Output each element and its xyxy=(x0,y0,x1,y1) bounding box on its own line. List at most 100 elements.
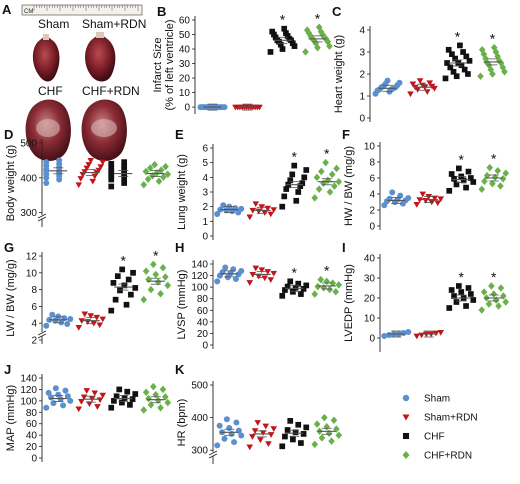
data-point-square xyxy=(284,427,291,433)
data-point-square xyxy=(129,396,136,402)
data-point-triangle xyxy=(416,78,424,84)
y-tick-label: 100 xyxy=(191,283,208,294)
group-sham xyxy=(43,157,68,186)
data-point-triangle xyxy=(234,104,241,111)
data-point-square xyxy=(453,181,460,188)
heart-chf-rdn xyxy=(81,99,127,161)
data-point-square xyxy=(298,440,304,446)
data-point-diamond xyxy=(140,180,148,189)
data-point-square xyxy=(303,282,310,289)
data-point-triangle xyxy=(96,397,104,404)
group-sham xyxy=(214,416,245,449)
panel-i: I 0 10 20 30 40 LVEDP (mmHg) * * xyxy=(342,240,510,352)
group-sham xyxy=(214,264,245,285)
data-point-triangle xyxy=(75,406,83,413)
data-point-triangle xyxy=(89,178,97,185)
data-point-diamond xyxy=(147,401,155,409)
y-tick-label: 40 xyxy=(364,254,376,265)
y-tick-label: 0 xyxy=(369,334,375,345)
data-point-square xyxy=(287,177,294,184)
data-point-diamond xyxy=(333,425,340,433)
y-tick-label: 30 xyxy=(364,274,376,285)
y-tick-label: 300 xyxy=(191,446,208,457)
data-point-triangle xyxy=(87,313,95,319)
data-point-square xyxy=(293,197,300,204)
data-point-circle xyxy=(55,391,62,398)
y-tick-label: 1 xyxy=(359,92,365,103)
y-tick-label: 400 xyxy=(191,413,208,424)
data-point-diamond xyxy=(157,166,165,174)
y-tick-label: 20 xyxy=(197,329,209,340)
data-point-circle xyxy=(232,276,239,283)
group-chf xyxy=(108,386,139,411)
data-point-diamond xyxy=(302,48,309,56)
group-sham xyxy=(197,103,228,111)
y-tick-label: 120 xyxy=(191,271,208,282)
axis-break-gap xyxy=(38,215,46,219)
data-point-circle xyxy=(64,321,71,328)
y-tick-label: 1 xyxy=(202,217,208,228)
y-tick-label: 300 xyxy=(20,208,37,219)
data-point-diamond xyxy=(164,170,172,179)
y-tick-label: 60 xyxy=(26,419,38,430)
data-point-circle xyxy=(60,402,67,409)
significance-star: * xyxy=(153,247,159,263)
y-tick-label: 0 xyxy=(184,103,190,114)
data-point-square xyxy=(272,34,279,41)
data-point-diamond xyxy=(490,290,498,298)
data-point-circle xyxy=(232,205,239,212)
data-point-square xyxy=(463,303,469,309)
heart-label-chf-rdn: CHF+RDN xyxy=(82,84,140,98)
heart-chf xyxy=(25,99,71,161)
panel-label: B xyxy=(157,4,166,19)
data-point-square xyxy=(119,399,125,406)
data-point-diamond xyxy=(485,300,493,308)
significance-star: * xyxy=(292,264,298,280)
data-point-diamond xyxy=(142,267,150,275)
data-point-diamond xyxy=(323,422,331,431)
y-tick-label: 100 xyxy=(20,396,37,407)
data-point-diamond xyxy=(303,26,311,34)
data-point-triangle xyxy=(428,83,436,90)
data-point-triangle xyxy=(267,211,275,218)
legend-item: Sham xyxy=(402,394,450,405)
data-point-diamond xyxy=(329,279,337,287)
data-point-square xyxy=(279,292,286,299)
group-chf-rdn: * xyxy=(477,31,508,80)
data-point-triangle xyxy=(86,401,93,408)
group-sham-rdn xyxy=(75,157,107,189)
data-point-square xyxy=(121,159,128,165)
group-chf-rdn: * xyxy=(140,247,172,304)
data-point-diamond xyxy=(496,57,503,65)
y-tick-label: 140 xyxy=(20,374,37,385)
data-point-triangle xyxy=(434,200,442,207)
heart-sham xyxy=(32,34,60,82)
data-point-diamond xyxy=(321,413,328,422)
data-point-square xyxy=(465,285,472,291)
data-point-square xyxy=(463,53,470,60)
y-tick-label: 4 xyxy=(359,26,365,37)
data-point-triangle xyxy=(246,214,254,221)
group-chf-rdn xyxy=(140,160,172,189)
data-point-diamond xyxy=(151,160,158,169)
data-point-square xyxy=(119,266,126,273)
data-point-square xyxy=(458,62,465,69)
data-point-circle xyxy=(402,394,410,402)
group-chf-rdn xyxy=(311,413,343,449)
data-point-square xyxy=(452,55,458,62)
y-axis-title: LW / BW (mg/g) xyxy=(5,259,17,336)
data-point-triangle xyxy=(437,330,445,336)
data-point-diamond xyxy=(320,283,328,292)
data-point-square xyxy=(295,280,302,287)
axis-break-mark xyxy=(37,333,47,339)
heart-label-sham: Sham xyxy=(38,17,69,31)
panel-a: A CM Sham Sham+RDN CHF CHF+RDN xyxy=(2,2,146,161)
data-point-diamond xyxy=(162,393,169,401)
group-sham-rdn xyxy=(246,420,278,451)
y-tick-label: 2 xyxy=(202,202,208,213)
data-point-triangle xyxy=(409,81,417,88)
